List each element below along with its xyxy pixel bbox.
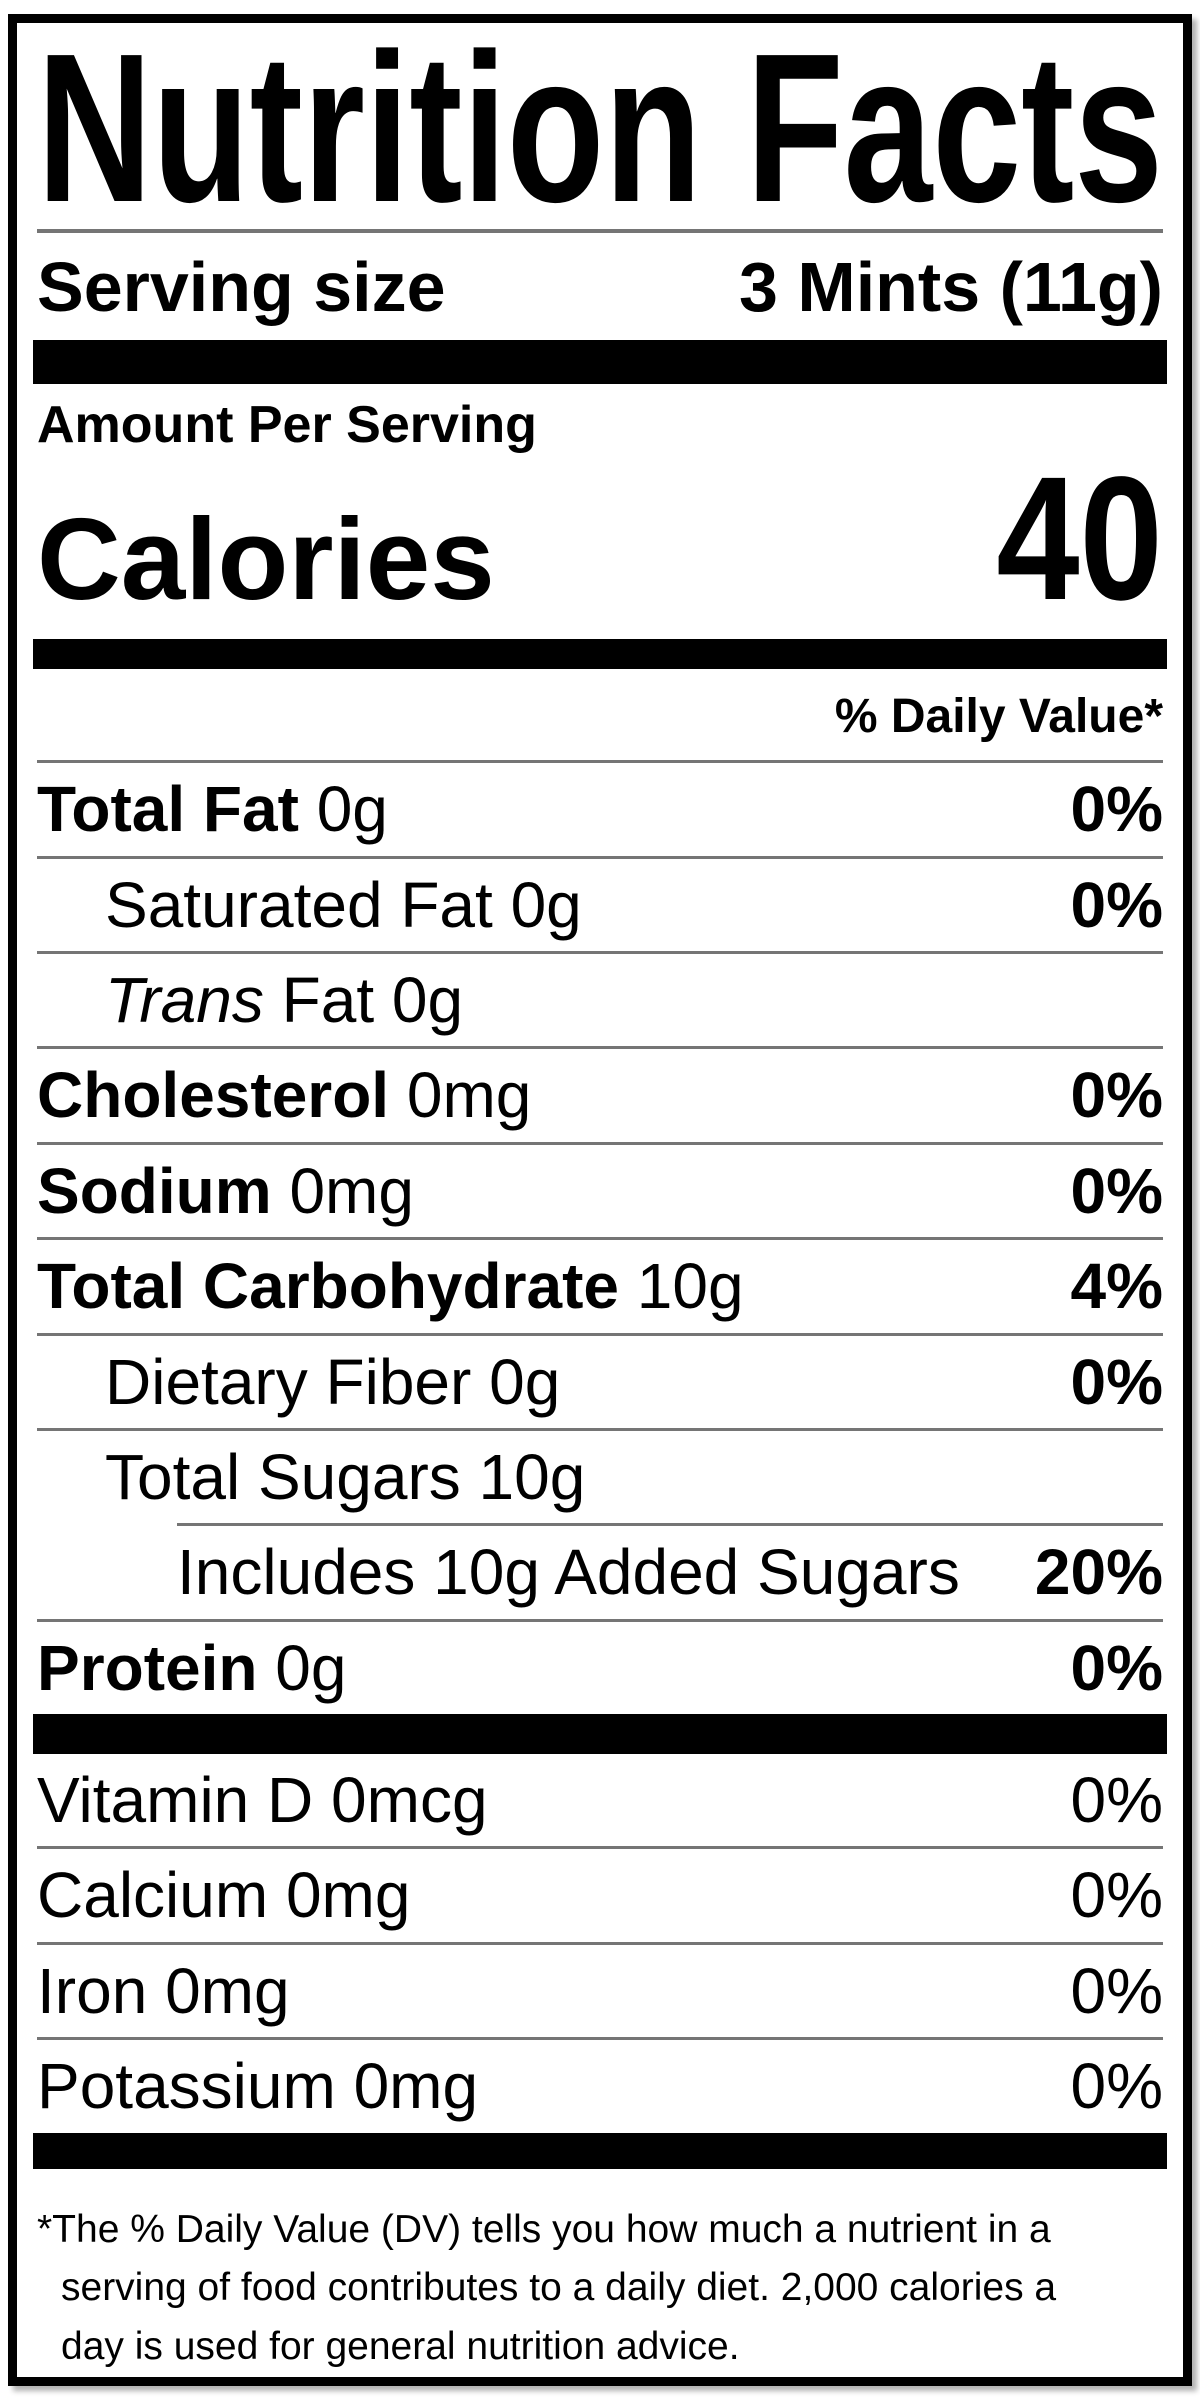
nutrient-row: Calcium 0mg 0% (37, 1849, 1163, 1941)
nutrient-rows: Total Fat 0g 0% Saturated Fat 0g 0% Trans Fa… (37, 760, 1163, 1714)
separator-rule (37, 1618, 1163, 1622)
nutrient-name-bold: Total Fat (37, 773, 299, 846)
nutrient-dv: 0% (1070, 2050, 1164, 2123)
nutrient-name-bold: Sodium (37, 1154, 272, 1227)
calories-row: Calories 40 (37, 440, 1163, 639)
separator-rule (37, 760, 1163, 764)
separator-rule (37, 1237, 1163, 1241)
nutrient-dv: 0% (1070, 1764, 1164, 1837)
nutrient-row: Vitamin D 0mcg 0% (37, 1754, 1163, 1846)
vitamin-rows: Vitamin D 0mcg 0% Calcium 0mg 0% Iron 0mg 0% P… (37, 1754, 1163, 2133)
nutrient-name: Potassium 0mg (37, 2050, 479, 2123)
separator-rule (37, 1427, 1163, 1431)
nutrient-row: Trans Fat 0g (37, 954, 1163, 1046)
label-title: Nutrition Facts (37, 29, 1163, 229)
serving-size-label: Serving size (37, 248, 446, 326)
nutrient-dv: 0% (1070, 868, 1164, 941)
calories-label: Calories (37, 493, 495, 624)
daily-value-header: % Daily Value* (834, 689, 1163, 743)
nutrient-name-bold: Cholesterol (37, 1059, 390, 1132)
nutrient-dv: 0% (1070, 1954, 1164, 2027)
nutrient-row: Iron 0mg 0% (37, 1945, 1163, 2037)
nutrient-dv: 4% (1070, 1250, 1164, 1323)
thick-separator-bar (33, 1714, 1167, 1755)
nutrient-name: Cholesterol 0mg (37, 1059, 532, 1132)
nutrient-row: Includes 10g Added Sugars 20% (37, 1526, 1163, 1618)
separator-rule (37, 950, 1163, 954)
nutrient-name: Saturated Fat 0g (105, 868, 582, 941)
separator-rule (37, 855, 1163, 859)
thick-separator-bar (33, 638, 1167, 669)
calories-value: 40 (996, 440, 1163, 637)
nutrient-name: Protein 0g (37, 1631, 347, 1704)
nutrient-name: Includes 10g Added Sugars (177, 1536, 960, 1609)
nutrient-name-bold: Protein (37, 1631, 258, 1704)
separator-rule (37, 1332, 1163, 1336)
nutrient-dv: 0% (1070, 1859, 1164, 1932)
nutrient-name: Calcium 0mg (37, 1859, 411, 1932)
nutrition-facts-label: Nutrition Facts Serving size 3 Mints (11… (8, 14, 1192, 2386)
nutrient-dv: 0% (1070, 1059, 1164, 1132)
nutrient-dv: 0% (1070, 1345, 1164, 1418)
nutrient-row: Saturated Fat 0g 0% (37, 859, 1163, 951)
footnote-line: day is used for general nutrition advice… (61, 2324, 740, 2368)
separator-rule (37, 1141, 1163, 1145)
nutrient-row: Total Sugars 10g (37, 1431, 1163, 1523)
separator-rule (37, 1046, 1163, 1050)
nutrient-name: Dietary Fiber 0g (105, 1345, 561, 1418)
nutrient-name: Trans Fat 0g (105, 963, 464, 1036)
nutrient-name: Sodium 0mg (37, 1154, 414, 1227)
nutrient-row: Total Fat 0g 0% (37, 763, 1163, 855)
nutrient-row: Dietary Fiber 0g 0% (37, 1336, 1163, 1428)
nutrient-row: Total Carbohydrate 10g 4% (37, 1240, 1163, 1332)
serving-size-value: 3 Mints (11g) (739, 248, 1163, 326)
footnote: *The % Daily Value (DV) tells you how mu… (37, 2169, 1163, 2377)
separator-rule (37, 229, 1163, 233)
nutrient-dv: 20% (1034, 1536, 1163, 1609)
nutrient-name-italic: Trans (105, 963, 264, 1036)
nutrient-name: Total Carbohydrate 10g (37, 1250, 744, 1323)
nutrient-name-bold: Total Carbohydrate (37, 1250, 619, 1323)
amount-per-serving-label: Amount Per Serving (37, 396, 537, 454)
separator-rule (37, 2037, 1163, 2041)
label-title-text: Nutrition Facts (37, 29, 1163, 229)
serving-size-row: Serving size 3 Mints (11g) (37, 233, 1163, 340)
nutrient-row: Potassium 0mg 0% (37, 2040, 1163, 2132)
thick-separator-bar (33, 2132, 1167, 2169)
nutrient-row: Cholesterol 0mg 0% (37, 1049, 1163, 1141)
nutrient-dv: 0% (1070, 1154, 1164, 1227)
separator-rule (37, 1846, 1163, 1850)
nutrient-name: Total Sugars 10g (105, 1440, 586, 1513)
nutrient-row: Protein 0g 0% (37, 1622, 1163, 1714)
nutrient-dv: 0% (1070, 773, 1164, 846)
separator-rule (37, 1941, 1163, 1945)
thick-separator-bar (33, 340, 1167, 384)
nutrient-dv: 0% (1070, 1631, 1164, 1704)
nutrient-name: Total Fat 0g (37, 773, 388, 846)
nutrient-name: Vitamin D 0mcg (37, 1764, 488, 1837)
nutrient-name: Iron 0mg (37, 1954, 290, 2027)
footnote-line: serving of food contributes to a daily d… (61, 2266, 1057, 2310)
separator-rule (177, 1523, 1163, 1527)
footnote-line: *The % Daily Value (DV) tells you how mu… (37, 2207, 1051, 2251)
nutrient-row: Sodium 0mg 0% (37, 1145, 1163, 1237)
